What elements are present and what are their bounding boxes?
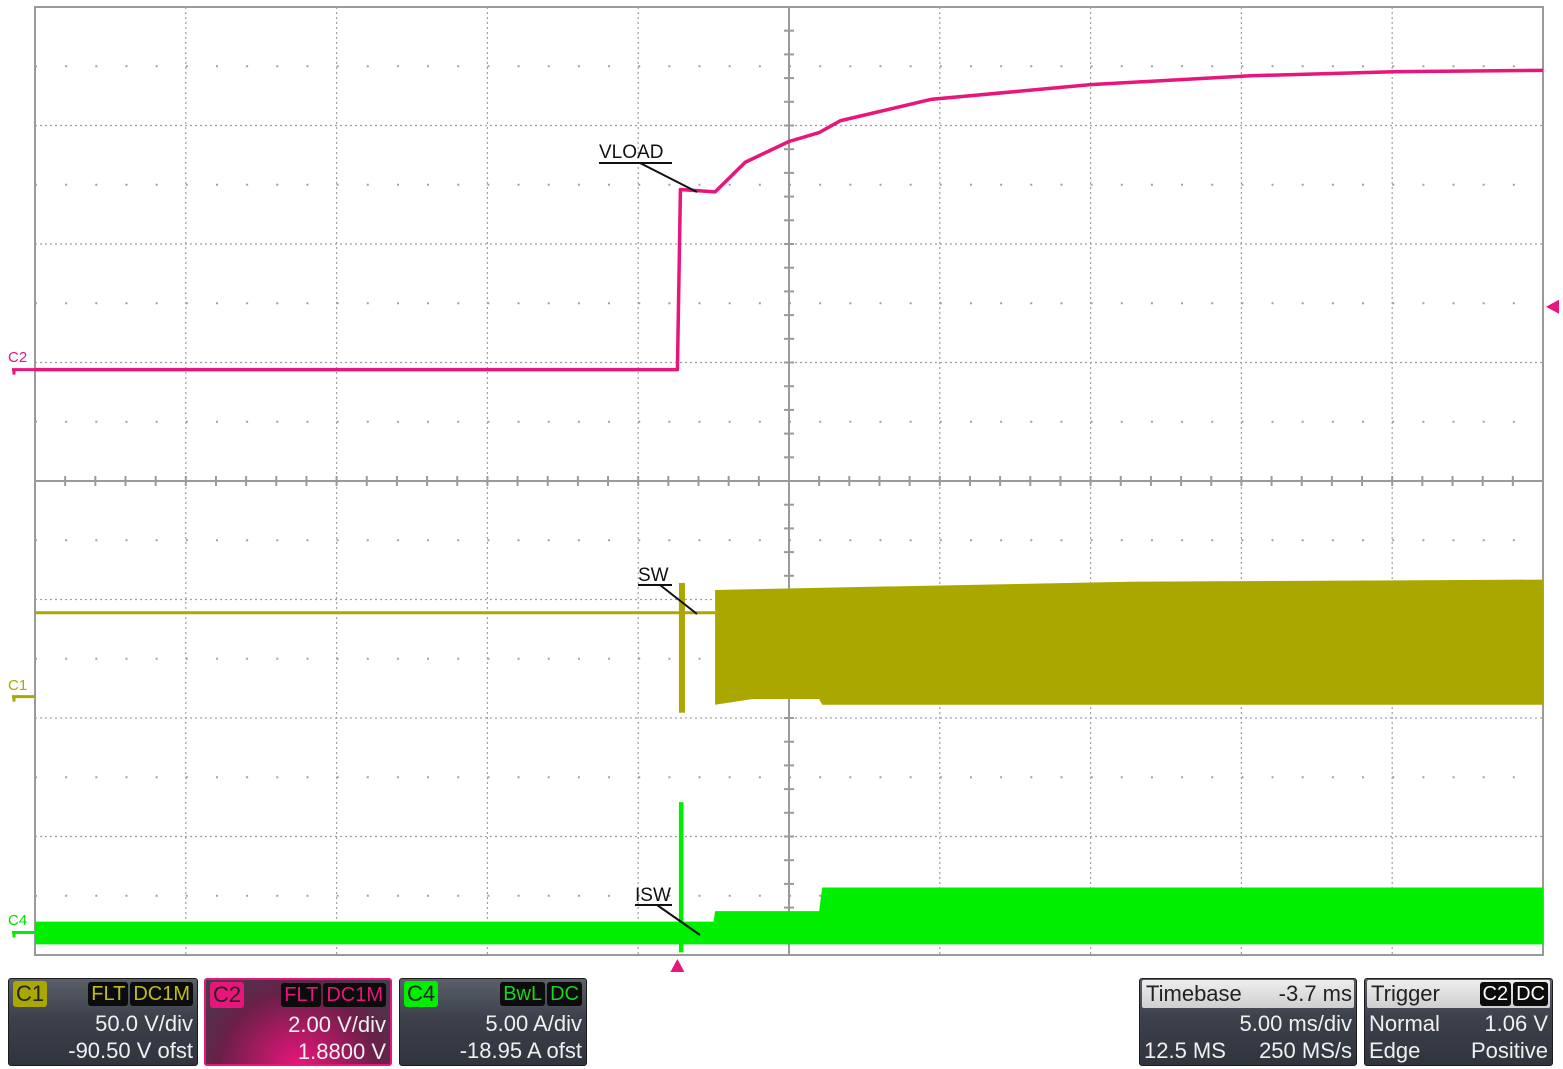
c2-offset: 1.8800 V [297,1039,386,1064]
c4-flag-coupling: DC [547,982,582,1006]
isw-ground-marker [12,930,35,938]
c4-scale: 5.00 A/div [485,1011,582,1036]
c4-offset: -18.95 A ofst [459,1038,582,1063]
c2-tag: C2 [210,982,245,1008]
timebase-delay: -3.7 ms [1278,981,1352,1006]
timebase-label: Timebase [1146,981,1242,1006]
timebase-memory: 12.5 MS [1144,1038,1226,1063]
channel-1-panel[interactable]: C1 FLT DC1M 50.0 V/div -90.50 V ofst [8,978,198,1066]
vload-label: VLOAD [599,142,663,163]
trigger-slope: Positive [1470,1038,1548,1063]
trigger-panel[interactable]: Trigger C2 DC Normal 1.06 V Edge Positive [1364,978,1553,1066]
c4-flag-bandwidth: BwL [500,982,546,1006]
isw-envelope [35,887,1543,945]
trigger-position-marker [670,959,685,972]
c1-scale: 50.0 V/div [95,1011,193,1036]
traces [12,68,1559,972]
trigger-source: C2 [1479,982,1512,1006]
isw-spike [678,802,684,953]
c1-flag-coupling: DC1M [130,982,193,1006]
sw-ground-marker [12,695,35,702]
c4-marker-label: C4 [8,912,27,929]
sw-label: SW [638,565,669,586]
oscilloscope-display: VLOAD SW ISW C2 C1 C4 [8,6,1559,972]
channel-4-panel[interactable]: C4 BwL DC 5.00 A/div -18.95 A ofst [399,978,587,1066]
c1-flag-filter: FLT [88,982,129,1006]
c2-marker-label: C2 [8,349,27,366]
c1-tag: C1 [13,981,48,1007]
sw-spike [678,582,685,713]
c1-offset: -90.50 V ofst [68,1038,193,1063]
trigger-label: Trigger [1371,981,1440,1006]
channel-2-panel[interactable]: C2 FLT DC1M 2.00 V/div 1.8800 V [204,978,392,1066]
c2-flag-filter: FLT [281,983,322,1007]
vload-ground-marker [12,368,35,375]
timebase-panel[interactable]: Timebase -3.7 ms 5.00 ms/div 12.5 MS 250 M… [1139,978,1357,1066]
sw-leader [659,584,698,615]
trigger-level-marker [1546,299,1559,314]
c2-flag-coupling: DC1M [323,983,386,1007]
trigger-level: 1.06 V [1484,1011,1548,1036]
trigger-coupling: DC [1513,982,1548,1006]
graticule [34,6,1544,956]
c1-marker-label: C1 [8,677,27,694]
c4-tag: C4 [404,981,439,1007]
c2-scale: 2.00 V/div [288,1012,386,1037]
trigger-type: Edge [1369,1038,1421,1063]
vload-trace [35,68,1544,372]
isw-leader [656,904,701,936]
annotations: VLOAD SW ISW [599,142,701,936]
isw-label: ISW [635,885,671,906]
channel-markers: C2 C1 C4 [8,349,27,929]
sw-envelope [715,579,1543,705]
timebase-rate: 250 MS/s [1259,1038,1352,1063]
vload-leader [639,162,698,193]
trigger-mode: Normal [1369,1011,1440,1036]
timebase-scale: 5.00 ms/div [1239,1011,1353,1036]
